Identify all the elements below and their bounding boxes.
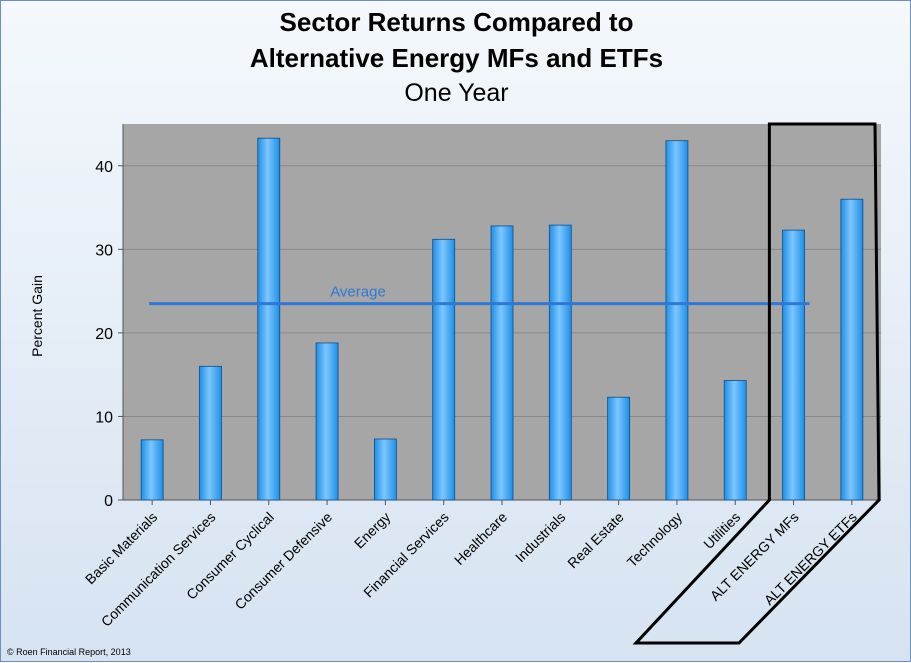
y-tick-label-10: 10: [95, 409, 113, 426]
x-tick-label-7: Industrials: [512, 509, 568, 565]
bar-6: [490, 225, 514, 501]
x-tick-label-10: Utilities: [700, 509, 743, 552]
y-tick-label-40: 40: [95, 159, 113, 176]
bar-10: [723, 380, 747, 501]
x-tick-label-1: Communication Services: [98, 509, 219, 630]
bar-5: [432, 238, 456, 501]
y-tick-label-0: 0: [104, 493, 113, 510]
x-tick-label-3: Consumer Defensive: [231, 509, 335, 613]
average-label: Average: [330, 284, 386, 301]
bar-4: [373, 438, 397, 501]
x-tick-label-9: Technology: [624, 509, 685, 570]
bar-0: [140, 439, 164, 501]
bar-2: [257, 137, 281, 501]
y-tick-label-20: 20: [95, 326, 113, 343]
bar-3: [315, 342, 339, 501]
x-tick-label-8: Real Estate: [564, 509, 627, 572]
chart-subtitle: One Year: [404, 79, 509, 107]
copyright-note: © Roen Financial Report, 2013: [7, 647, 131, 657]
chart-title-line-1: Sector Returns Compared to: [279, 7, 634, 37]
bar-12: [840, 198, 864, 501]
y-tick-label-30: 30: [95, 242, 113, 259]
bar-7: [548, 224, 572, 501]
x-tick-label-4: Energy: [351, 509, 394, 552]
bar-1: [199, 365, 222, 501]
bar-9: [665, 140, 689, 501]
x-tick-label-6: Healthcare: [451, 509, 510, 568]
bar-8: [607, 396, 631, 501]
bar-11: [782, 229, 805, 501]
chart-title-line-2: Alternative Energy MFs and ETFs: [249, 43, 664, 73]
highlight-box: [632, 122, 881, 645]
